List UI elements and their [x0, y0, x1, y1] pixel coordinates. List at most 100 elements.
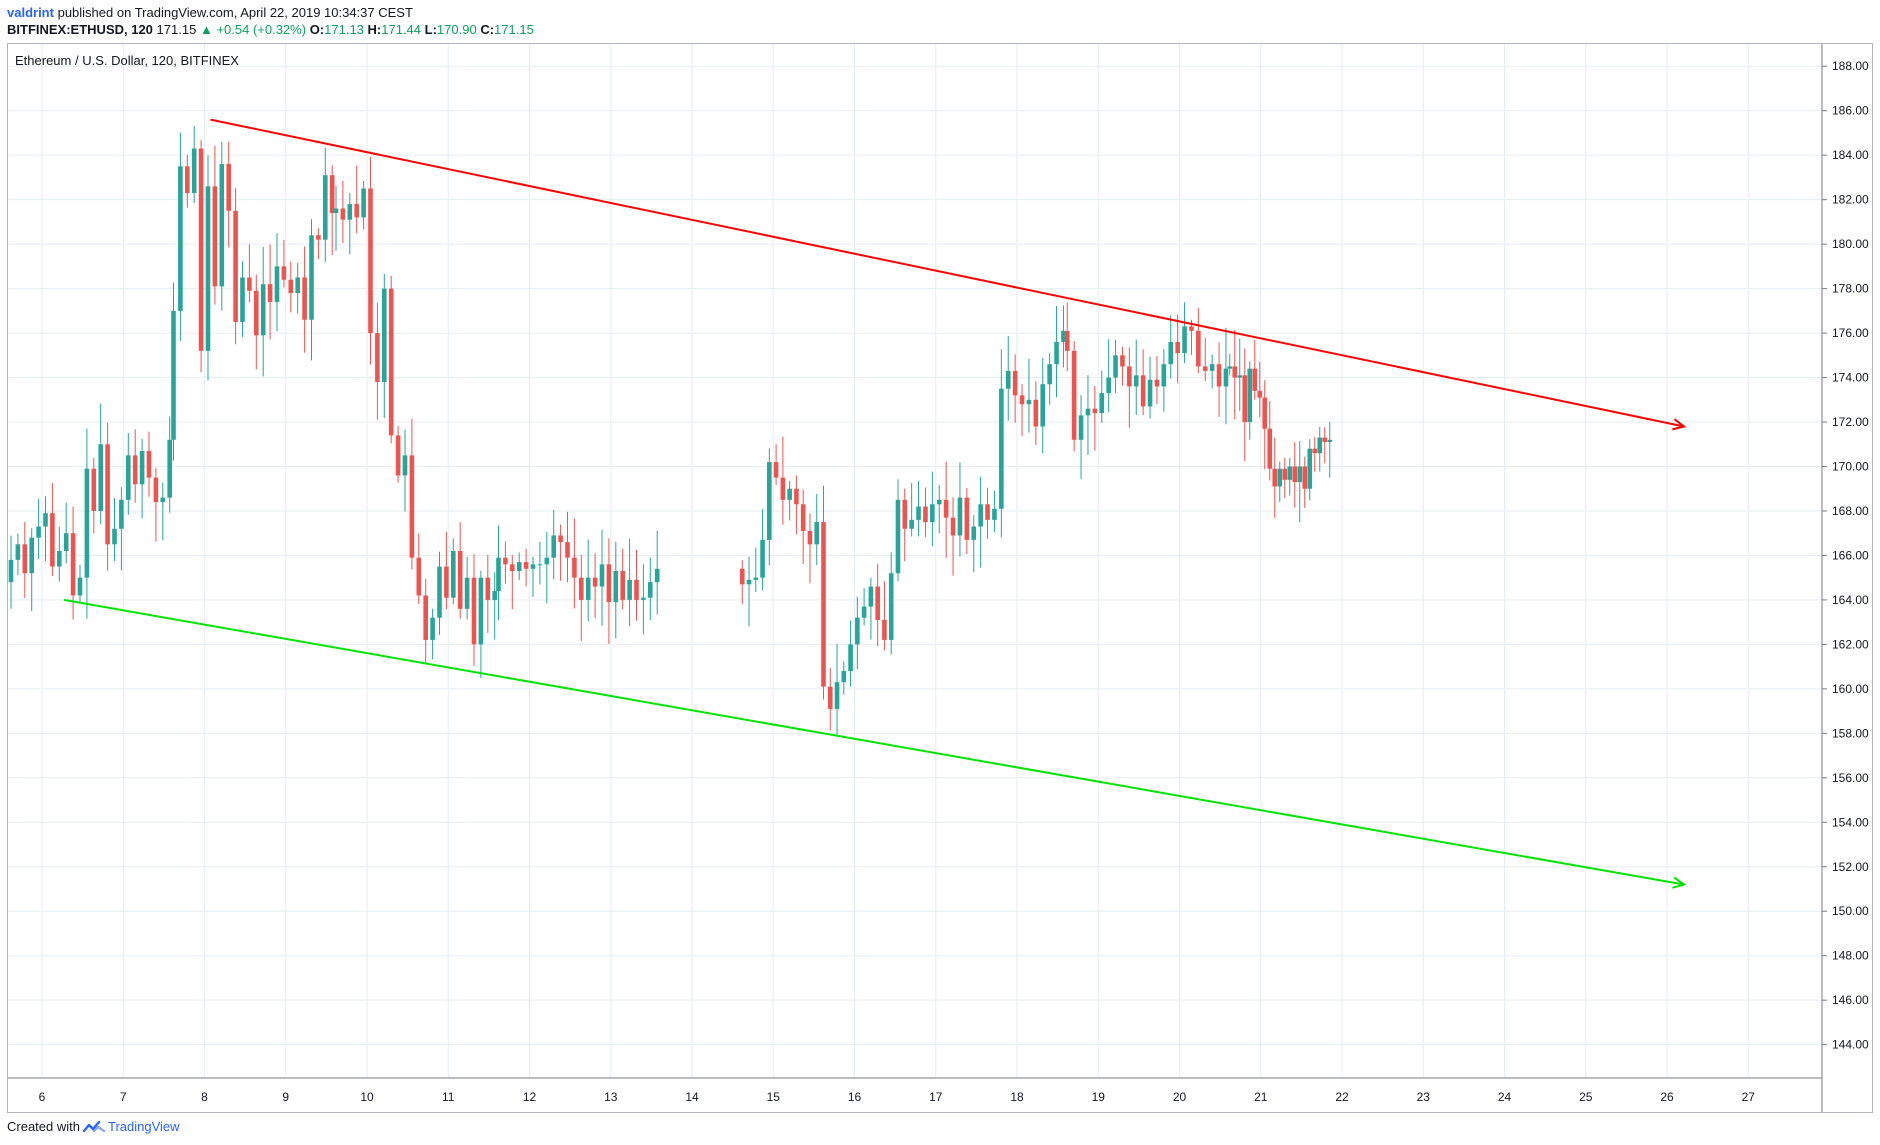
y-tick-label: 180.00 — [1832, 237, 1869, 251]
y-tick-label: 148.00 — [1832, 949, 1869, 963]
resistance-arrow-icon — [1672, 418, 1687, 431]
candle-body — [1078, 415, 1084, 440]
x-tick-label: 11 — [442, 1090, 455, 1104]
x-tick-label: 20 — [1173, 1090, 1187, 1104]
candle-body — [516, 562, 522, 572]
candle-body — [530, 564, 536, 569]
candle-body — [1257, 390, 1263, 398]
candle-body — [1154, 379, 1160, 387]
y-tick-label: 146.00 — [1832, 993, 1869, 1007]
y-tick-label: 168.00 — [1832, 504, 1869, 518]
candle-body — [599, 564, 605, 587]
chart-frame[interactable] — [7, 43, 1873, 1113]
candle-body — [329, 175, 335, 213]
candle-body — [274, 266, 280, 302]
candle-body — [999, 388, 1004, 509]
created-with-label: Created with — [7, 1119, 80, 1134]
y-tick-label: 166.00 — [1832, 548, 1869, 562]
candle-body — [510, 564, 515, 572]
candle-body — [739, 568, 745, 585]
candle-body — [323, 175, 328, 240]
y-tick-label: 150.00 — [1832, 904, 1869, 918]
close-label: C: — [480, 22, 495, 37]
candle-body — [868, 586, 874, 607]
y-tick-label: 156.00 — [1832, 771, 1869, 785]
y-tick-label: 144.00 — [1832, 1038, 1869, 1052]
price-change: +0.54 (+0.32%) — [216, 22, 307, 37]
candle-body — [471, 577, 477, 645]
candle-body — [544, 557, 550, 565]
candle-body — [971, 526, 977, 540]
candle-body — [1071, 350, 1077, 440]
candle-body — [841, 671, 847, 683]
tradingview-logo-icon[interactable] — [82, 1120, 105, 1134]
candle-body — [1232, 366, 1238, 378]
open-label: O: — [309, 22, 325, 37]
x-tick-label: 26 — [1660, 1090, 1674, 1104]
candle-body — [957, 497, 963, 536]
candle-body — [902, 499, 908, 529]
x-tick-label: 16 — [848, 1090, 862, 1104]
candle-body — [167, 439, 172, 498]
candle-body — [1252, 368, 1258, 391]
candle-body — [1317, 437, 1323, 454]
author-link[interactable]: valdrint — [7, 5, 54, 20]
candle-body — [964, 497, 970, 540]
candle-body — [1133, 375, 1139, 387]
candle-body — [302, 277, 307, 320]
candle-body — [753, 577, 759, 580]
candle-body — [648, 582, 653, 598]
candle-body — [1161, 364, 1167, 387]
last-price: 171.15 — [156, 22, 197, 37]
candle-body — [247, 277, 252, 291]
candle-body — [444, 566, 449, 598]
candle-body — [654, 568, 660, 583]
candle-body — [1287, 466, 1293, 480]
candle-body — [551, 535, 556, 558]
candle-body — [288, 279, 294, 294]
candle-body — [1012, 370, 1018, 396]
candle-body — [464, 577, 470, 609]
tradingview-link[interactable]: TradingView — [107, 1119, 180, 1134]
y-tick-label: 188.00 — [1832, 59, 1869, 73]
candle-body — [1307, 448, 1313, 489]
candle-body — [780, 477, 786, 500]
x-tick-label: 14 — [685, 1090, 699, 1104]
candle-body — [834, 682, 840, 709]
candle-body — [807, 530, 813, 545]
y-tick-label: 178.00 — [1832, 282, 1869, 296]
candle-body — [1140, 375, 1146, 407]
candle-body — [1216, 364, 1222, 387]
y-tick-label: 170.00 — [1832, 459, 1869, 473]
candle-body — [457, 550, 463, 609]
candle-body — [821, 522, 826, 687]
candle-body — [1005, 370, 1011, 389]
candle-body — [565, 542, 570, 558]
candle-body — [916, 506, 921, 520]
x-tick-label: 9 — [282, 1090, 289, 1104]
x-tick-label: 24 — [1498, 1090, 1512, 1104]
candle-body — [361, 188, 366, 218]
candle-body — [848, 644, 853, 672]
candle-body — [1120, 355, 1125, 367]
candle-body — [909, 519, 914, 529]
candle-body — [451, 550, 456, 598]
high-value: 171.44 — [381, 22, 422, 37]
candle-body — [1064, 330, 1070, 351]
candle-body — [388, 288, 394, 436]
candle-body — [579, 577, 584, 600]
candle-body — [1267, 428, 1273, 469]
candle-body — [198, 148, 204, 351]
candle-body — [1127, 366, 1132, 387]
candle-body — [281, 266, 287, 280]
candle-body — [153, 477, 159, 503]
candle-body — [1113, 355, 1118, 378]
candle-body — [295, 277, 300, 294]
candle-body — [985, 504, 990, 520]
candle-body — [1237, 375, 1243, 378]
candle-body — [800, 504, 806, 531]
candle-body — [84, 468, 90, 578]
x-tick-label: 13 — [604, 1090, 618, 1104]
high-label: H: — [367, 22, 382, 37]
